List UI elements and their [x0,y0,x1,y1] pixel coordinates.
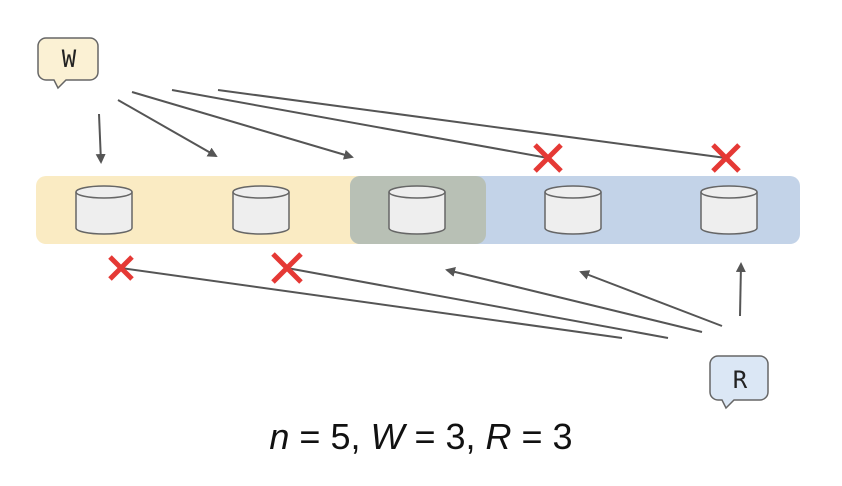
replica-disk-icon [544,185,602,235]
caption-n-value: = 5, [289,416,371,457]
caption-n-variable: n [269,416,290,457]
write-request-arrow [117,99,218,157]
replica-disk-icon [700,185,758,235]
caption-r-variable: R [485,416,512,457]
write-request-arrow [95,113,106,164]
caption-w-value: = 3, [404,416,486,457]
failed-read-request-line [120,267,623,339]
caption-r-value: = 3 [511,416,573,457]
write-failure-cross-icon [533,143,563,173]
failed-write-request-line [171,89,549,159]
read-request-arrow [579,270,723,327]
replica-disk-icon [232,185,290,235]
read-failure-cross-icon [108,255,134,281]
read-failure-cross-icon [271,252,303,284]
failed-write-request-line [217,89,727,159]
write-request-arrow [131,91,354,160]
quorum-parameters-caption: n = 5, W = 3, R = 3 [0,416,842,458]
read-request-arrow [445,267,703,333]
replica-disk-icon [75,185,133,235]
writer-bubble: W [37,37,99,90]
reader-bubble: R [709,355,769,410]
reader-label: R [733,366,748,394]
write-failure-cross-icon [711,143,741,173]
read-request-arrow [735,262,746,317]
writer-label: W [62,45,77,73]
caption-w-variable: W [370,416,405,457]
replica-disk-icon [388,185,446,235]
failed-read-request-line [286,267,669,339]
